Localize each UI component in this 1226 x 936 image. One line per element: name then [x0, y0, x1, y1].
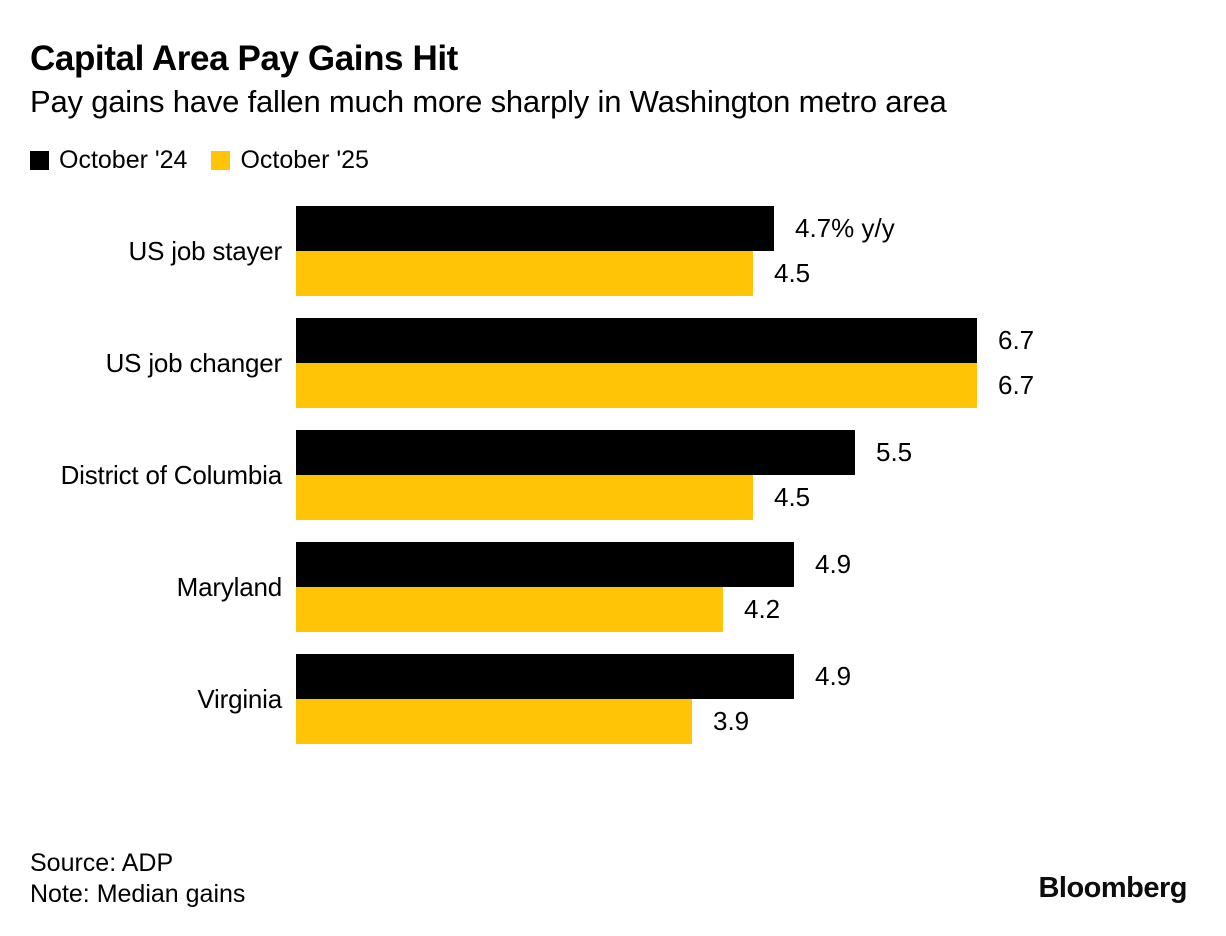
median-note: Note: Median gains [30, 880, 246, 908]
bar-october-25 [296, 699, 692, 744]
legend-item-october-24: October '24 [30, 146, 187, 175]
bar-line: 4.9 [296, 654, 1196, 699]
bar-october-25 [296, 587, 723, 632]
legend-item-october-25: October '25 [211, 146, 369, 175]
category-label: Maryland [176, 571, 283, 602]
bar-line: 5.5 [296, 430, 1196, 475]
bar-line: 6.7 [296, 363, 1196, 408]
bar-october-24 [296, 654, 794, 699]
value-label: 4.5 [774, 482, 811, 512]
legend-label-october-25: October '25 [240, 146, 369, 174]
bar-line: 4.5 [296, 475, 1196, 520]
legend: October '24 October '25 [30, 146, 369, 175]
bar-october-24 [296, 206, 774, 251]
bar-line: 4.7% y/y [296, 206, 1196, 251]
chart-title: Capital Area Pay Gains Hit [30, 39, 458, 78]
value-label: 6.7 [998, 370, 1035, 400]
value-label: 6.7 [998, 325, 1035, 355]
bar-october-24 [296, 318, 977, 363]
bar-line: 3.9 [296, 699, 1196, 744]
value-label: 4.5 [774, 258, 811, 288]
value-label: 4.2 [744, 594, 781, 624]
bar-line: 4.2 [296, 587, 1196, 632]
bar-october-25 [296, 475, 753, 520]
bloomberg-logo: Bloomberg [1038, 872, 1187, 904]
bar-chart: US job stayer 4.7% y/y 4.5 US job changer 6.… [30, 206, 1196, 744]
bar-october-25 [296, 363, 977, 408]
legend-swatch-october-24-icon [30, 151, 49, 170]
legend-label-october-24: October '24 [59, 146, 188, 174]
bar-line: 4.5 [296, 251, 1196, 296]
category-label: Virginia [197, 683, 282, 714]
value-label: 5.5 [876, 437, 913, 467]
value-label: 4.7% y/y [795, 213, 895, 243]
bar-group: District of Columbia 5.5 4.5 [30, 430, 1196, 520]
bar-group: Maryland 4.9 4.2 [30, 542, 1196, 632]
category-label: District of Columbia [60, 459, 283, 490]
bar-october-25 [296, 251, 753, 296]
value-label: 4.9 [815, 661, 852, 691]
source-note: Source: ADP [30, 849, 174, 877]
legend-swatch-october-25-icon [211, 151, 231, 170]
category-label: US job stayer [128, 235, 283, 266]
bar-october-24 [296, 542, 794, 587]
footer: Source: ADP Note: Median gains [30, 848, 245, 910]
bar-group: US job changer 6.7 6.7 [30, 318, 1196, 408]
chart-subtitle: Pay gains have fallen much more sharply … [30, 84, 947, 119]
category-label: US job changer [105, 347, 283, 378]
bar-group: US job stayer 4.7% y/y 4.5 [30, 206, 1196, 296]
value-label: 4.9 [815, 549, 852, 579]
bar-line: 4.9 [296, 542, 1196, 587]
bar-october-24 [296, 430, 855, 475]
value-label: 3.9 [713, 706, 750, 736]
bar-line: 6.7 [296, 318, 1196, 363]
bar-group: Virginia 4.9 3.9 [30, 654, 1196, 744]
